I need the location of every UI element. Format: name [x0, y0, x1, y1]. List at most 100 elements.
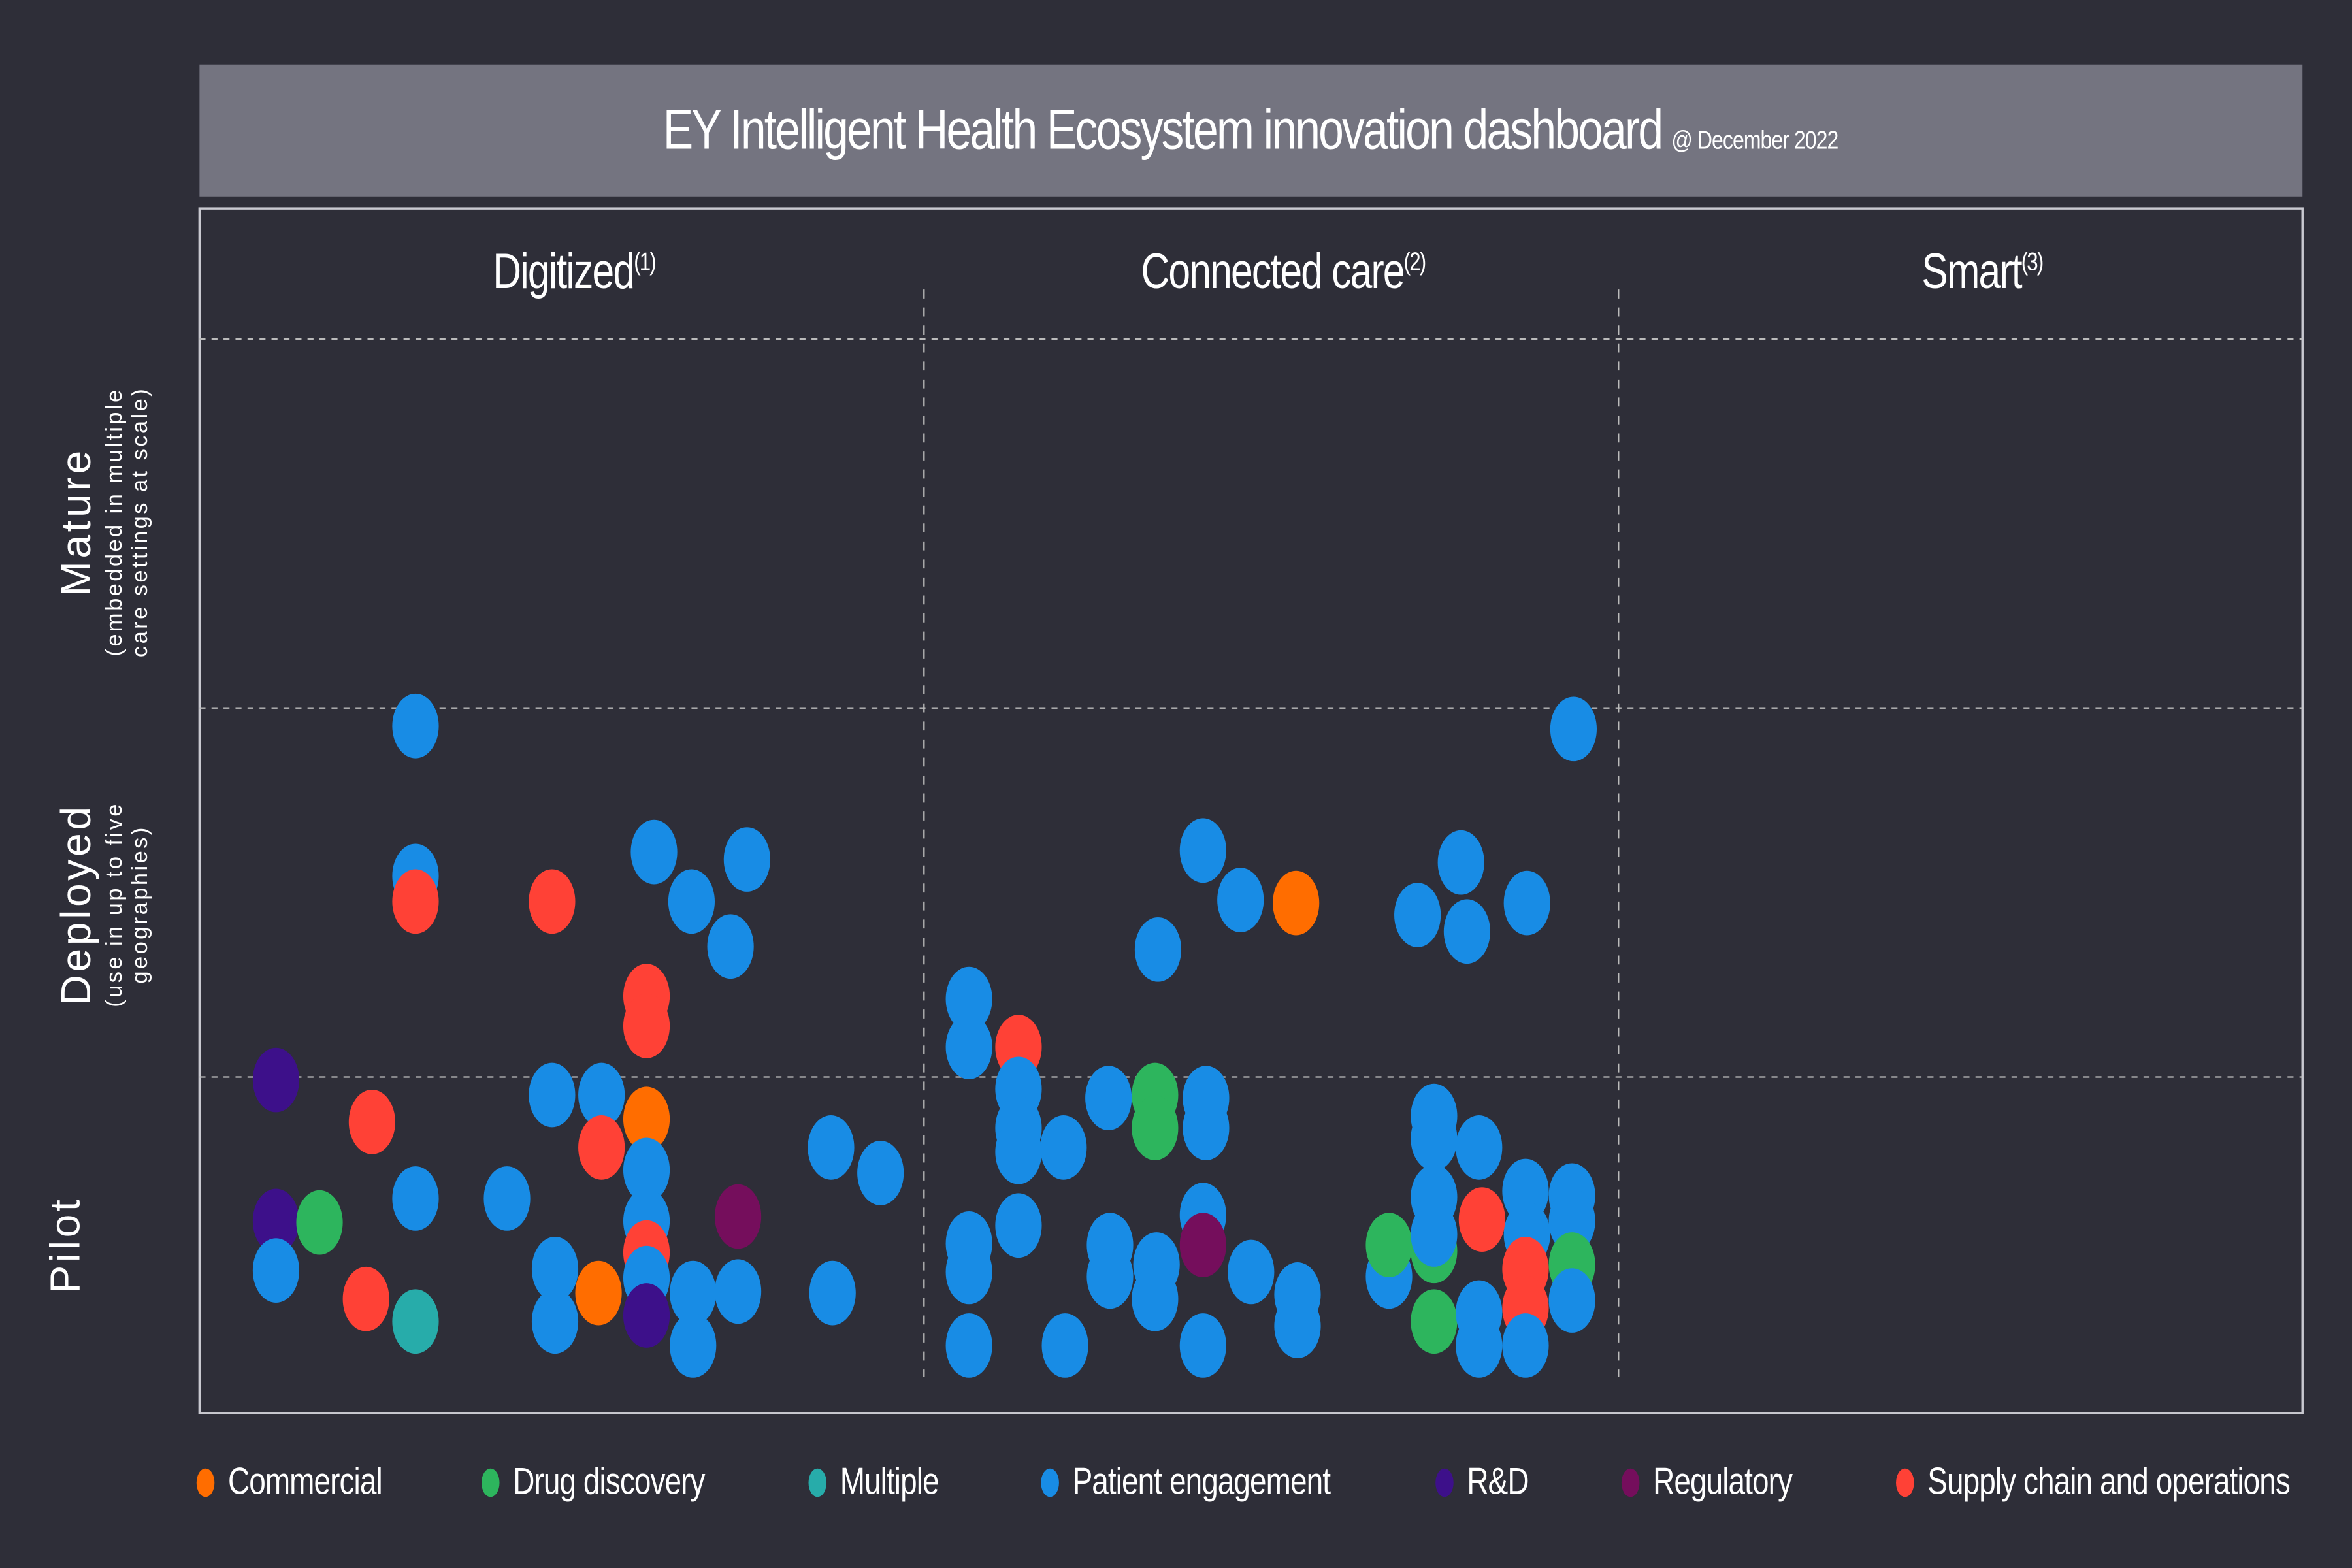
row-subtitle: geographies) — [127, 825, 154, 984]
point-patient-engagement[interactable] — [1456, 1313, 1503, 1378]
point-patient-engagement[interactable] — [1502, 1313, 1549, 1378]
legend-item-r-d[interactable]: R&D — [1435, 1461, 1544, 1505]
point-patient-engagement[interactable] — [630, 819, 678, 885]
legend-swatch — [808, 1468, 827, 1497]
row-label-pilot: Pilot — [41, 1197, 91, 1294]
point-patient-engagement[interactable] — [1132, 1266, 1179, 1331]
point-commercial[interactable] — [575, 1260, 622, 1326]
point-patient-engagement[interactable] — [1274, 1294, 1321, 1358]
point-patient-engagement[interactable] — [1228, 1239, 1275, 1305]
legend-swatch — [196, 1468, 215, 1497]
legend-swatch — [1896, 1468, 1914, 1497]
legend-label: R&D — [1467, 1461, 1529, 1503]
legend-label: Commercial — [227, 1461, 383, 1503]
point-patient-engagement[interactable] — [578, 1062, 625, 1128]
legend-swatch — [1435, 1468, 1454, 1497]
chart-title: EY Intelligent Health Ecosystem innovati… — [663, 99, 1839, 162]
point-patient-engagement[interactable] — [1550, 696, 1597, 762]
point-patient-engagement[interactable] — [723, 827, 770, 892]
point-drug-discovery[interactable] — [1132, 1096, 1179, 1160]
point-patient-engagement[interactable] — [995, 1119, 1042, 1184]
point-patient-engagement[interactable] — [670, 1313, 717, 1378]
legend-item-commercial[interactable]: Commercial — [196, 1461, 421, 1505]
column-header-digitized: Digitized(1) — [350, 243, 800, 300]
row-title: Deployed — [52, 804, 99, 1005]
legend-item-multiple[interactable]: Multiple — [808, 1461, 964, 1505]
point-drug-discovery[interactable] — [1365, 1213, 1413, 1277]
point-patient-engagement[interactable] — [1437, 830, 1484, 895]
point-multiple[interactable] — [392, 1289, 439, 1354]
point-patient-engagement[interactable] — [623, 1137, 670, 1203]
point-drug-discovery[interactable] — [1411, 1289, 1458, 1354]
point-patient-engagement[interactable] — [1179, 818, 1226, 883]
point-patient-engagement[interactable] — [531, 1236, 579, 1301]
point-patient-engagement[interactable] — [1179, 1313, 1226, 1378]
point-patient-engagement[interactable] — [945, 1015, 992, 1079]
point-patient-engagement[interactable] — [252, 1238, 300, 1303]
point-patient-engagement[interactable] — [1411, 1202, 1458, 1267]
point-patient-engagement[interactable] — [945, 966, 992, 1032]
row-label-deployed: Deployed (use in up to five geographies) — [51, 802, 153, 1007]
point-supply-chain-and-operations[interactable] — [392, 869, 439, 934]
point-patient-engagement[interactable] — [668, 869, 715, 934]
point-patient-engagement[interactable] — [1394, 883, 1441, 947]
point-r-d[interactable] — [623, 1283, 670, 1348]
point-patient-engagement[interactable] — [1086, 1244, 1134, 1309]
row-title: Mature — [52, 448, 99, 596]
legend-item-patient-engagement[interactable]: Patient engagement — [1041, 1461, 1394, 1505]
legend-label: Patient engagement — [1072, 1461, 1331, 1503]
legend-label: Drug discovery — [513, 1461, 705, 1503]
point-patient-engagement[interactable] — [1548, 1268, 1595, 1333]
column-label: Digitized — [493, 242, 636, 299]
legend-item-drug-discovery[interactable]: Drug discovery — [481, 1461, 753, 1505]
point-supply-chain-and-operations[interactable] — [623, 994, 670, 1058]
point-supply-chain-and-operations[interactable] — [529, 869, 576, 934]
point-regulatory[interactable] — [1179, 1213, 1226, 1277]
row-subtitle: (use in up to five — [102, 802, 128, 1007]
point-patient-engagement[interactable] — [945, 1239, 992, 1305]
point-patient-engagement[interactable] — [531, 1289, 579, 1354]
point-patient-engagement[interactable] — [1134, 917, 1182, 982]
point-patient-engagement[interactable] — [392, 1166, 439, 1231]
legend-swatch — [481, 1468, 500, 1497]
point-supply-chain-and-operations[interactable] — [578, 1115, 625, 1180]
point-r-d[interactable] — [252, 1047, 300, 1113]
legend-swatch — [1621, 1468, 1640, 1497]
point-commercial[interactable] — [623, 1086, 670, 1152]
point-patient-engagement[interactable] — [670, 1260, 717, 1326]
point-patient-engagement[interactable] — [808, 1115, 855, 1180]
point-patient-engagement[interactable] — [1411, 1106, 1458, 1171]
point-patient-engagement[interactable] — [483, 1166, 531, 1231]
point-patient-engagement[interactable] — [995, 1193, 1042, 1258]
point-patient-engagement[interactable] — [857, 1141, 904, 1205]
point-drug-discovery[interactable] — [296, 1190, 343, 1255]
point-patient-engagement[interactable] — [715, 1259, 762, 1324]
legend-item-supply-chain-and-operations[interactable]: Supply chain and operations — [1896, 1461, 2352, 1505]
point-patient-engagement[interactable] — [1443, 899, 1490, 964]
point-commercial[interactable] — [1273, 870, 1320, 936]
point-supply-chain-and-operations[interactable] — [348, 1089, 395, 1154]
row-label-mature: Mature (embedded in multiple care settin… — [51, 387, 153, 657]
point-supply-chain-and-operations[interactable] — [1458, 1187, 1505, 1252]
point-patient-engagement[interactable] — [392, 693, 439, 759]
point-patient-engagement[interactable] — [1040, 1115, 1087, 1180]
point-patient-engagement[interactable] — [707, 914, 754, 979]
point-regulatory[interactable] — [715, 1184, 762, 1249]
point-patient-engagement[interactable] — [1456, 1115, 1503, 1180]
legend-label: Multiple — [840, 1461, 939, 1503]
point-patient-engagement[interactable] — [809, 1260, 856, 1326]
point-patient-engagement[interactable] — [1085, 1066, 1132, 1130]
column-note: (2) — [1403, 247, 1426, 276]
legend-item-regulatory[interactable]: Regulatory — [1621, 1461, 1827, 1505]
row-subtitle: (embedded in multiple — [102, 387, 128, 657]
point-patient-engagement[interactable] — [529, 1062, 576, 1128]
point-patient-engagement[interactable] — [1503, 870, 1550, 936]
point-r-d[interactable] — [252, 1188, 300, 1254]
point-patient-engagement[interactable] — [1041, 1313, 1088, 1378]
point-patient-engagement[interactable] — [945, 1313, 992, 1378]
point-patient-engagement[interactable] — [1217, 868, 1264, 932]
point-supply-chain-and-operations[interactable] — [342, 1266, 389, 1331]
point-patient-engagement[interactable] — [1183, 1096, 1230, 1160]
